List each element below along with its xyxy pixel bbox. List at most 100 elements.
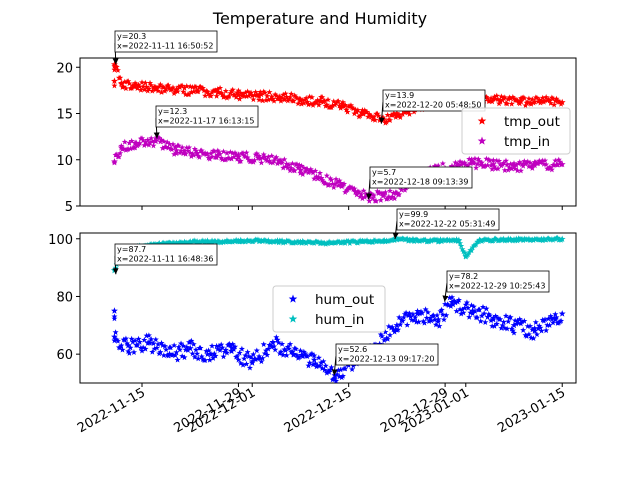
- data-point: [448, 298, 456, 306]
- data-point: [359, 238, 366, 245]
- data-point: [558, 310, 566, 317]
- y-tick-label: 60: [56, 348, 73, 363]
- series-trace: [111, 134, 565, 204]
- data-point: [297, 166, 304, 173]
- data-point: [276, 158, 284, 166]
- data-point: [469, 307, 477, 314]
- annotation: y=20.3x=2022-11-11 16:50:52: [112, 30, 218, 65]
- data-point: [235, 91, 242, 98]
- data-point: [538, 97, 545, 105]
- data-point: [117, 80, 125, 87]
- data-point: [193, 149, 201, 157]
- legend-label: tmp_out: [504, 114, 560, 130]
- data-point: [124, 341, 132, 349]
- annotation-text: x=2022-12-20 05:48:50: [385, 101, 481, 110]
- annotation-text: y=87.7: [117, 245, 146, 254]
- data-point: [538, 235, 545, 243]
- data-point: [331, 371, 339, 379]
- annotation: y=99.9x=2022-12-22 05:31:49: [392, 208, 500, 240]
- data-point: [152, 137, 160, 145]
- data-point: [338, 182, 346, 189]
- x-tick-label: 2022-11-15: [75, 385, 148, 436]
- data-point: [379, 237, 387, 244]
- annotation-box: [446, 270, 550, 293]
- data-point: [317, 174, 325, 182]
- data-point: [111, 60, 118, 68]
- annotation-box: [155, 105, 259, 128]
- legend-marker: [288, 294, 298, 303]
- data-point: [173, 239, 180, 247]
- axes-frame: [79, 57, 577, 207]
- data-point: [131, 139, 139, 147]
- data-point: [207, 350, 215, 358]
- data-point: [414, 236, 421, 244]
- data-point: [551, 315, 559, 323]
- data-point: [510, 162, 518, 170]
- annotation-arrowhead: [392, 232, 399, 240]
- data-point: [186, 344, 194, 352]
- data-point: [173, 146, 180, 154]
- data-point: [338, 102, 346, 110]
- y-tick-label: 15: [56, 108, 73, 123]
- annotation: y=52.6x=2022-12-13 09:17:20: [331, 343, 439, 376]
- data-point: [489, 315, 497, 323]
- data-point: [379, 192, 387, 199]
- annotation-text: x=2022-12-13 09:17:20: [338, 355, 434, 364]
- data-point: [111, 333, 118, 340]
- data-point: [359, 109, 366, 117]
- data-point: [117, 144, 125, 151]
- data-point: [317, 97, 325, 105]
- legend: tmp_out tmp_in: [461, 107, 571, 155]
- data-point: [489, 160, 497, 168]
- annotation-arrowhead: [153, 132, 160, 139]
- data-point: [131, 83, 139, 90]
- data-point: [531, 161, 539, 169]
- annotation-text: x=2022-12-29 10:25:43: [449, 282, 545, 291]
- data-point: [434, 315, 442, 323]
- data-point: [297, 238, 304, 246]
- data-point: [393, 235, 401, 242]
- y-tick-label: 20: [56, 61, 73, 76]
- data-point: [145, 339, 153, 346]
- data-point: [255, 154, 263, 161]
- data-point: [393, 189, 401, 196]
- annotation-text: y=13.9: [385, 91, 414, 100]
- data-point: [510, 321, 518, 329]
- data-point: [434, 237, 442, 244]
- data-point: [338, 238, 346, 246]
- data-point: [269, 339, 277, 346]
- data-point: [531, 327, 539, 334]
- annotation-text: x=2022-11-17 16:13:15: [158, 117, 254, 126]
- annotation-text: y=78.2: [449, 272, 478, 281]
- annotation-box: [396, 208, 500, 231]
- data-point: [297, 96, 304, 103]
- annotation-text: x=2022-11-11 16:48:36: [117, 255, 213, 264]
- data-point: [276, 93, 284, 100]
- series-hum_out: [111, 294, 566, 383]
- data-point: [317, 239, 325, 247]
- data-point: [414, 310, 421, 317]
- data-point: [462, 252, 470, 259]
- data-point: [255, 237, 263, 244]
- legend-frame: [461, 107, 571, 155]
- annotation-box: [114, 243, 218, 266]
- data-point: [393, 111, 401, 119]
- data-point: [166, 350, 173, 358]
- annotation-box: [382, 89, 486, 112]
- data-point: [248, 359, 256, 366]
- data-point: [173, 85, 180, 93]
- annotation-box: [114, 30, 218, 53]
- data-point: [448, 162, 456, 170]
- data-point: [469, 158, 477, 166]
- annotation-text: y=99.9: [399, 210, 428, 219]
- annotation-arrowhead: [365, 193, 372, 200]
- data-point: [214, 238, 222, 245]
- data-point: [111, 307, 118, 314]
- legend-marker: [477, 136, 487, 145]
- annotation-text: y=5.7: [372, 168, 396, 177]
- data-point: [276, 238, 284, 245]
- data-point: [111, 77, 118, 85]
- annotation-arrowhead: [112, 268, 119, 275]
